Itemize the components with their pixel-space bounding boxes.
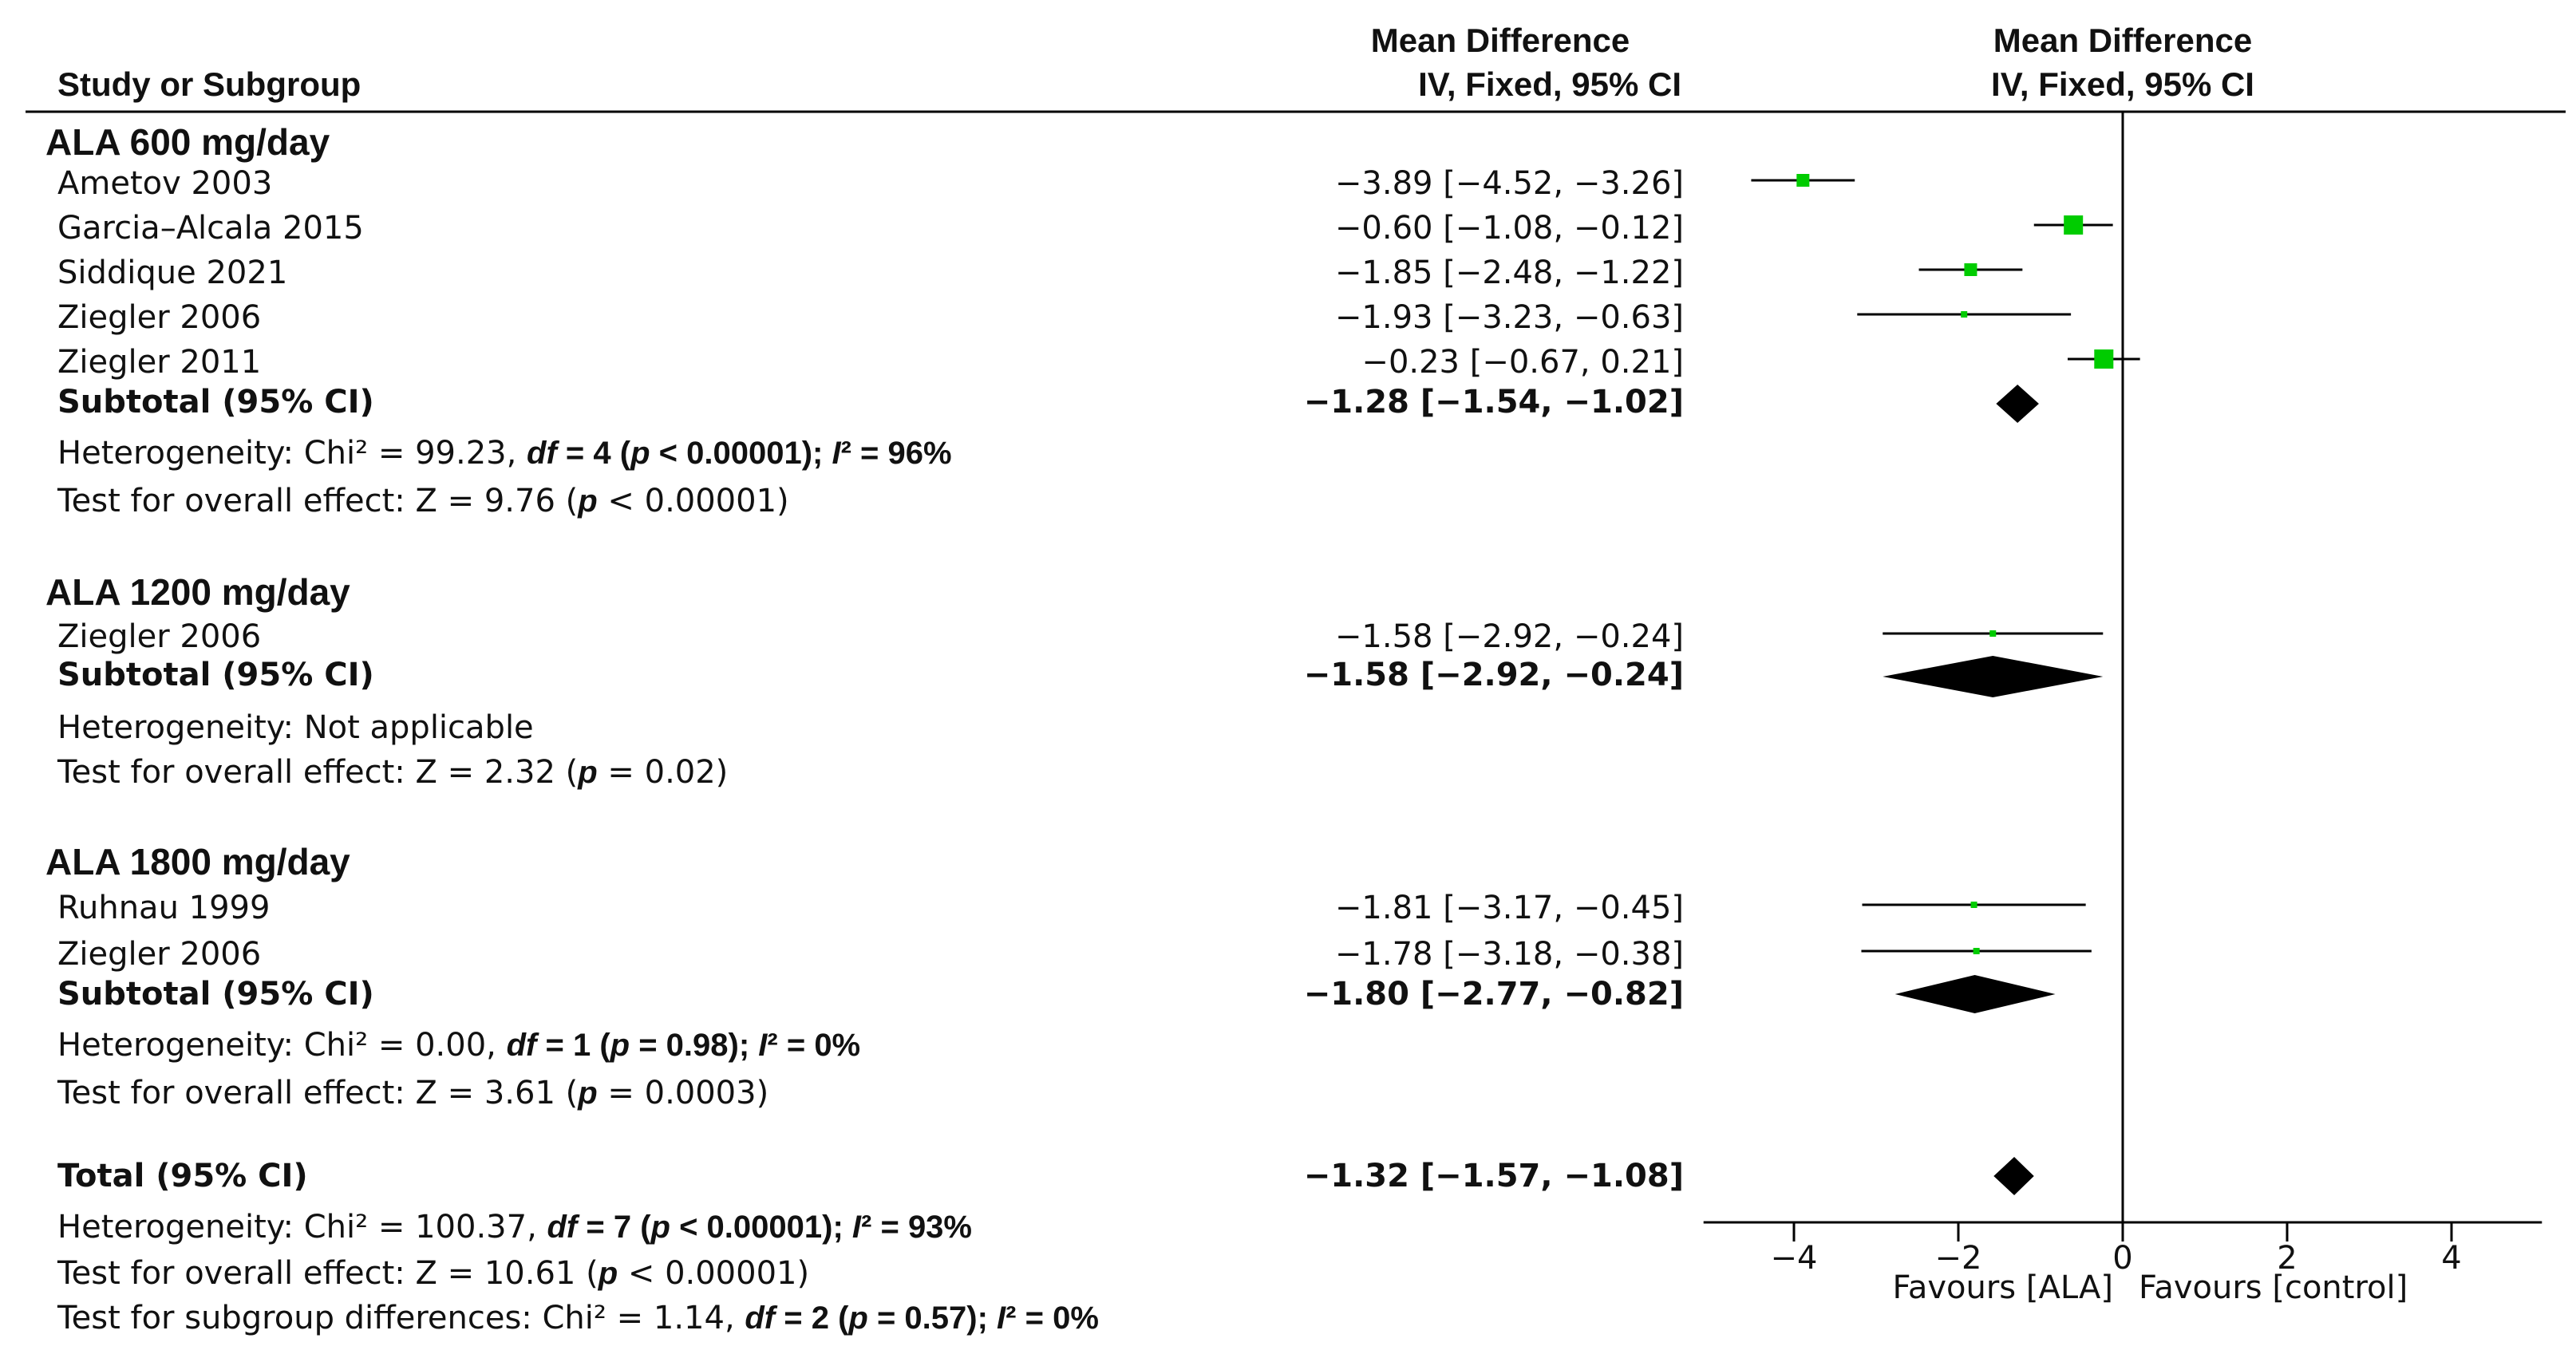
group-title-ala-1200: ALA 1200 mg/day (45, 571, 350, 613)
study-effect-square (2094, 349, 2114, 369)
total-overall-effect-text: Test for overall effect: Z = 10.61 (p < … (57, 1255, 810, 1292)
heterogeneity-text: Heterogeneity: Chi² = 0.00, df = 1 (p = … (57, 1027, 861, 1064)
study-effect-square (1961, 311, 1968, 318)
study-effect-square (1796, 174, 1810, 187)
study-name: Ziegler 2006 (57, 936, 262, 973)
heterogeneity-text: Heterogeneity: Chi² = 99.23, df = 4 (p <… (57, 435, 952, 472)
subtotal-label: Subtotal (95% CI) (57, 657, 374, 693)
study-ci: −0.23 [−0.67, 0.21] (1361, 344, 1684, 381)
study-ci: −1.78 [−3.18, −0.38] (1334, 936, 1684, 973)
study-name: Ruhnau 1999 (57, 890, 271, 926)
total-heterogeneity-text: Heterogeneity: Chi² = 100.37, df = 7 (p … (57, 1209, 972, 1245)
study-effect-square (1970, 902, 1977, 908)
subtotal-label: Subtotal (95% CI) (57, 976, 374, 1013)
x-tick-label: −2 (1935, 1240, 1982, 1277)
group-title-ala-600: ALA 600 mg/day (45, 121, 330, 163)
plot-header-mean-difference: Mean Difference (1993, 22, 2253, 59)
group-title-ala-1800: ALA 1800 mg/day (45, 841, 350, 882)
study-name: Ziegler 2011 (57, 344, 262, 381)
study-effect-square (1989, 630, 1997, 637)
subtotal-label: Subtotal (95% CI) (57, 384, 374, 420)
study-effect-square (1964, 263, 1977, 276)
header-mean-difference: Mean Difference (1370, 22, 1630, 59)
study-name: Ametov 2003 (57, 165, 273, 202)
subtotal-ci: −1.58 [−2.92, −0.24] (1303, 657, 1684, 693)
study-ci: −1.93 [−3.23, −0.63] (1334, 299, 1684, 336)
study-ci: −1.58 [−2.92, −0.24] (1334, 618, 1684, 655)
total-diamond (1993, 1157, 2034, 1195)
overall-effect-text: Test for overall effect: Z = 9.76 (p < 0… (57, 483, 789, 519)
subtotal-diamond (1996, 385, 2039, 423)
header-iv-fixed-ci: IV, Fixed, 95% CI (1418, 65, 1681, 103)
header-study-or-subgroup: Study or Subgroup (57, 65, 362, 103)
study-ci: −0.60 [−1.08, −0.12] (1334, 210, 1684, 247)
study-ci: −3.89 [−4.52, −3.26] (1334, 165, 1684, 202)
subtotal-diamond (1894, 975, 2056, 1013)
plot-header-iv-fixed-ci: IV, Fixed, 95% CI (1991, 65, 2254, 103)
favours-right-label: Favours [control] (2139, 1269, 2408, 1306)
x-tick-label: −4 (1771, 1240, 1818, 1277)
study-ci: −1.81 [−3.17, −0.45] (1334, 890, 1684, 926)
study-name: Ziegler 2006 (57, 618, 262, 655)
heterogeneity-text: Heterogeneity: Not applicable (57, 709, 534, 746)
subtotal-ci: −1.28 [−1.54, −1.02] (1303, 384, 1684, 420)
overall-effect-text: Test for overall effect: Z = 3.61 (p = 0… (57, 1075, 769, 1111)
x-tick-label: 0 (2112, 1240, 2132, 1277)
study-name: Garcia–Alcala 2015 (57, 210, 364, 247)
overall-effect-text: Test for overall effect: Z = 2.32 (p = 0… (57, 754, 729, 791)
subtotal-diamond (1883, 656, 2104, 697)
favours-left-label: Favours [ALA] (1892, 1269, 2113, 1306)
x-tick-label: 2 (2277, 1240, 2297, 1277)
x-tick-label: 4 (2441, 1240, 2461, 1277)
study-effect-square (2064, 215, 2084, 235)
study-ci: −1.85 [−2.48, −1.22] (1334, 255, 1684, 291)
total-ci: −1.32 [−1.57, −1.08] (1303, 1158, 1684, 1194)
study-name: Siddique 2021 (57, 255, 288, 291)
total-label: Total (95% CI) (57, 1158, 308, 1194)
subgroup-differences-text: Test for subgroup differences: Chi² = 1.… (57, 1300, 1099, 1336)
study-name: Ziegler 2006 (57, 299, 262, 336)
subtotal-ci: −1.80 [−2.77, −0.82] (1303, 976, 1684, 1013)
study-effect-square (1973, 948, 1980, 954)
